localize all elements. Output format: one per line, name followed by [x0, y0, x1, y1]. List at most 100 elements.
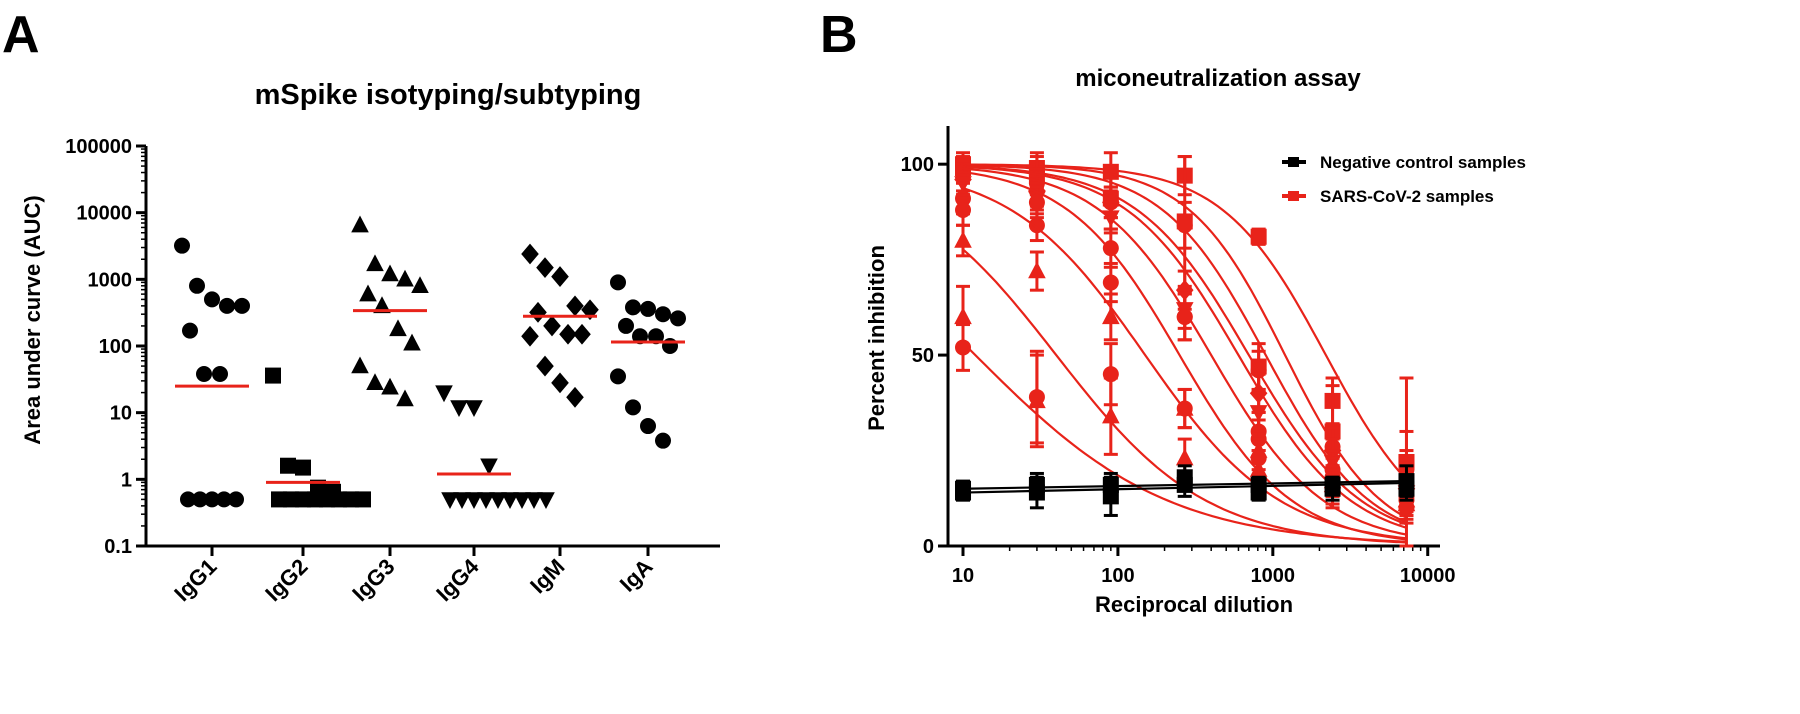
chart-a-point	[381, 377, 399, 395]
chart-b-point	[1324, 476, 1341, 493]
chart-b-point	[1176, 400, 1193, 417]
chart-b-point	[955, 339, 972, 356]
chart-a-ylabel: Area under curve (AUC)	[20, 195, 45, 444]
chart-b-point	[955, 202, 972, 218]
chart-a-point	[403, 333, 421, 351]
chart-a-point	[366, 254, 384, 272]
chart-a-point	[501, 492, 519, 510]
chart-a-ytick-label: 1000	[88, 269, 133, 291]
chart-a-ytick-label: 10000	[76, 203, 132, 225]
legend-label-sars: SARS-CoV-2 samples	[1320, 187, 1494, 206]
chart-b-point	[1102, 240, 1119, 257]
chart-a-point	[513, 492, 531, 510]
chart-b-xtick-label: 100	[1101, 565, 1134, 587]
chart-b-point	[1102, 366, 1119, 383]
chart-a-point	[180, 491, 196, 508]
chart-b-point	[1028, 389, 1045, 406]
chart-b-ytick-label: 100	[901, 154, 934, 176]
chart-a-point	[480, 458, 498, 476]
chart-b-point	[1176, 308, 1193, 325]
chart-a-point	[453, 492, 471, 510]
chart-a-point	[219, 297, 235, 314]
chart-b-point	[1028, 194, 1045, 211]
chart-a-point	[265, 367, 281, 384]
panel-a-letter: A	[2, 6, 40, 64]
chart-a-point	[536, 257, 554, 278]
chart-a-category-label: IgG2	[260, 554, 312, 606]
chart-a-ytick-label: 0.1	[104, 536, 132, 558]
chart-a-point	[625, 299, 641, 316]
chart-a-point	[525, 492, 543, 510]
chart-a-point	[228, 491, 244, 508]
chart-a-point	[610, 368, 626, 385]
chart-a-point	[216, 491, 232, 508]
chart-a-point	[529, 301, 547, 323]
chart-a-ytick-label: 10	[110, 403, 132, 425]
chart-b-point	[1102, 476, 1119, 493]
chart-a-title: mSpike isotyping/subtyping	[255, 79, 642, 111]
chart-a-point	[640, 300, 656, 317]
chart-a-point	[174, 237, 190, 254]
chart-a-category-label: IgG4	[431, 553, 484, 606]
chart-b-ytick-label: 50	[912, 345, 934, 367]
chart-b-point	[1176, 469, 1193, 486]
chart-b-ylabel: Percent inhibition	[864, 245, 889, 431]
chart-a-point	[573, 323, 591, 345]
chart-a-point	[189, 277, 205, 294]
chart-a: 0.1 1 10 100 1000 10000 100000 IgG1 IgG2 IgG3 IgG4…	[65, 136, 720, 606]
chart-a-point	[396, 389, 414, 407]
chart-b-xtick-label: 10	[952, 565, 974, 587]
chart-a-point	[351, 215, 369, 233]
chart-a-point	[381, 264, 399, 282]
chart-b-point	[1250, 450, 1267, 467]
chart-b: 0 50 100 10 100 1000 10000	[901, 126, 1456, 587]
legend-marker-negative	[1288, 157, 1299, 167]
chart-b-ytick-label: 0	[923, 536, 934, 558]
chart-a-point	[655, 432, 671, 449]
chart-b-title: miconeutralization assay	[1075, 65, 1361, 92]
chart-b-point	[954, 307, 972, 325]
chart-a-point	[450, 400, 468, 417]
chart-b-legend: Negative control samples SARS-CoV-2 samp…	[1282, 153, 1526, 206]
chart-a-point	[632, 328, 648, 345]
chart-b-xtick-label: 1000	[1251, 565, 1296, 587]
chart-a-point	[625, 399, 641, 416]
chart-a-point	[559, 323, 577, 345]
chart-a-point	[212, 366, 228, 383]
chart-a-point	[521, 325, 539, 347]
chart-b-point	[955, 480, 972, 497]
chart-a-point	[359, 284, 377, 302]
chart-a-point	[489, 492, 507, 510]
chart-a-point	[618, 317, 634, 334]
chart-b-point	[1398, 499, 1415, 516]
chart-b-point	[1102, 406, 1120, 424]
chart-b-point	[1102, 274, 1119, 291]
chart-a-point	[566, 386, 584, 408]
chart-a-point	[389, 319, 407, 337]
chart-a-point	[204, 491, 220, 508]
chart-a-point	[610, 274, 626, 291]
panel-b-letter: B	[820, 6, 858, 64]
chart-a-category-label: IgG3	[347, 554, 399, 606]
chart-a-point	[435, 385, 453, 403]
legend-marker-sars	[1288, 191, 1299, 201]
chart-b-point	[1250, 476, 1267, 493]
chart-a-point	[234, 297, 250, 314]
chart-a-category-label: IgG1	[169, 554, 221, 606]
chart-a-ytick-label: 100000	[65, 136, 132, 158]
chart-a-point	[648, 328, 664, 345]
chart-b-point	[1398, 473, 1415, 490]
chart-a-point	[477, 492, 495, 510]
chart-a-point	[366, 373, 384, 391]
chart-b-point	[1175, 448, 1194, 466]
chart-a-point	[670, 310, 686, 327]
chart-b-point	[1028, 217, 1045, 234]
chart-a-ytick-label: 1	[121, 469, 132, 491]
chart-a-point	[581, 299, 599, 321]
chart-a-point	[655, 306, 671, 323]
chart-a-point	[396, 269, 414, 287]
chart-a-point	[551, 266, 569, 287]
chart-a-point	[521, 243, 539, 265]
chart-b-point	[1176, 217, 1193, 234]
